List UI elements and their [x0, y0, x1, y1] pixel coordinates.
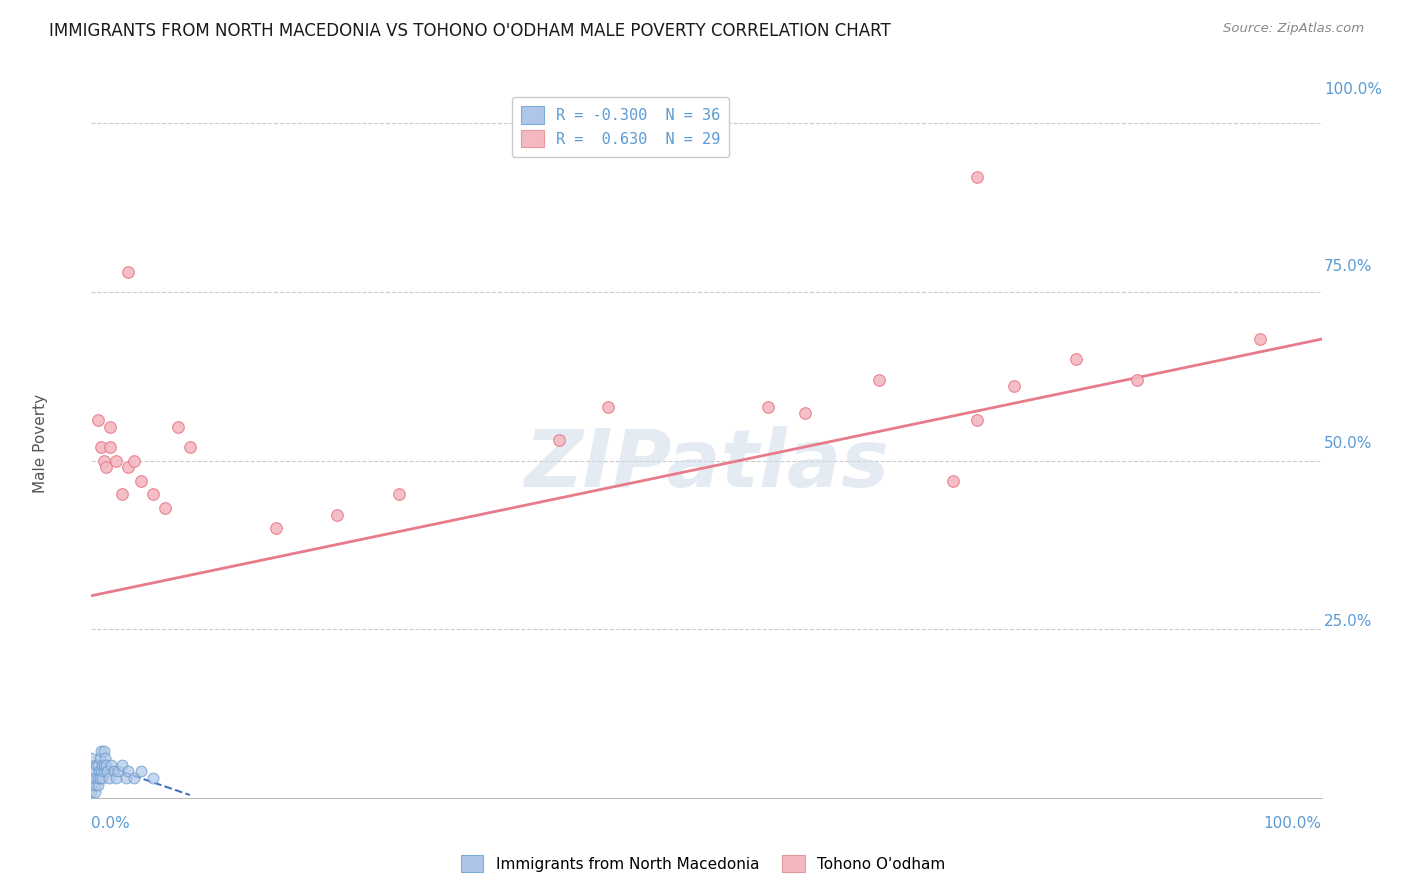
Point	[111, 487, 134, 501]
Text: 100.0%: 100.0%	[1324, 82, 1382, 96]
Point	[97, 771, 120, 785]
Text: 50.0%: 50.0%	[1324, 436, 1372, 451]
Point	[129, 764, 152, 779]
Text: 100.0%: 100.0%	[1264, 816, 1322, 831]
Point	[264, 521, 287, 535]
Point	[80, 764, 103, 779]
Point	[80, 751, 103, 765]
Point	[1249, 332, 1271, 346]
Point	[93, 453, 115, 467]
Point	[86, 413, 108, 427]
Point	[142, 487, 165, 501]
Point	[111, 757, 134, 772]
Point	[98, 420, 121, 434]
Point	[124, 771, 146, 785]
Point	[86, 757, 108, 772]
Point	[86, 757, 108, 772]
Point	[124, 453, 146, 467]
Text: ZIPatlas: ZIPatlas	[524, 426, 889, 504]
Point	[117, 460, 139, 475]
Point	[179, 440, 201, 454]
Text: 0.0%: 0.0%	[91, 816, 131, 831]
Point	[86, 771, 108, 785]
Point	[114, 771, 138, 785]
Point	[84, 771, 107, 785]
Point	[90, 440, 112, 454]
Point	[941, 474, 963, 488]
Point	[91, 757, 114, 772]
Point	[117, 264, 139, 278]
Text: 75.0%: 75.0%	[1324, 259, 1372, 274]
Point	[388, 487, 411, 501]
Point	[89, 771, 111, 785]
Point	[93, 764, 115, 779]
Point	[80, 771, 103, 785]
Point	[84, 784, 107, 798]
Point	[142, 771, 165, 785]
Point	[103, 764, 125, 779]
Legend: Immigrants from North Macedonia, Tohono O'odham: Immigrants from North Macedonia, Tohono …	[453, 847, 953, 880]
Point	[86, 778, 108, 792]
Point	[84, 778, 107, 792]
Point	[80, 784, 103, 798]
Point	[1002, 379, 1025, 393]
Point	[87, 764, 110, 779]
Point	[107, 764, 129, 779]
Point	[547, 434, 569, 448]
Point	[326, 508, 349, 522]
Point	[93, 744, 115, 758]
Point	[1064, 352, 1087, 367]
Point	[90, 764, 112, 779]
Point	[93, 757, 115, 772]
Point	[868, 373, 890, 387]
Point	[756, 400, 779, 414]
Text: Source: ZipAtlas.com: Source: ZipAtlas.com	[1223, 22, 1364, 36]
Point	[966, 169, 988, 184]
Point	[1126, 373, 1149, 387]
Point	[100, 757, 122, 772]
Point	[117, 764, 139, 779]
Point	[596, 400, 619, 414]
Legend: R = -0.300  N = 36, R =  0.630  N = 29: R = -0.300 N = 36, R = 0.630 N = 29	[512, 97, 730, 157]
Point	[96, 764, 118, 779]
Point	[105, 771, 127, 785]
Point	[90, 744, 112, 758]
Point	[153, 500, 177, 515]
Point	[96, 757, 117, 772]
Point	[105, 453, 127, 467]
Text: 25.0%: 25.0%	[1324, 614, 1372, 629]
Point	[793, 406, 815, 420]
Point	[91, 771, 114, 785]
Point	[89, 751, 111, 765]
Point	[166, 420, 188, 434]
Point	[98, 440, 121, 454]
Point	[96, 460, 117, 475]
Point	[94, 751, 117, 765]
Text: IMMIGRANTS FROM NORTH MACEDONIA VS TOHONO O'ODHAM MALE POVERTY CORRELATION CHART: IMMIGRANTS FROM NORTH MACEDONIA VS TOHON…	[49, 22, 891, 40]
Point	[966, 413, 988, 427]
Point	[129, 474, 152, 488]
Point	[80, 778, 103, 792]
Text: Male Poverty: Male Poverty	[34, 394, 48, 493]
